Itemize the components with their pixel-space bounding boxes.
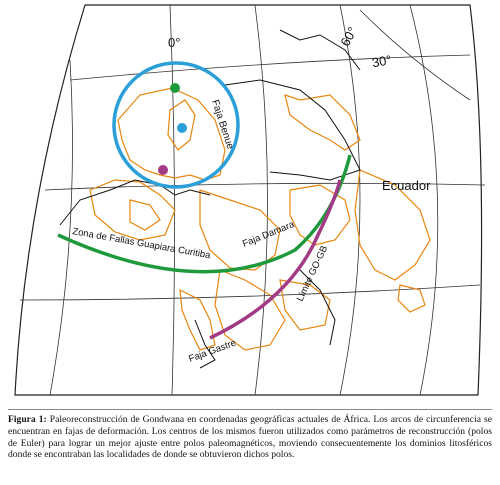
label-guapiara: Zona de Fallas Guapiara Curitiba xyxy=(71,226,211,261)
label-equator: Ecuador xyxy=(382,178,431,193)
figure-caption: Figura 1: Paleoreconstrucción de Gondwan… xyxy=(8,409,492,461)
label-lon-0: 0° xyxy=(168,35,180,50)
caption-text: Paleoreconstrucción de Gondwana en coord… xyxy=(8,414,492,461)
euler-pole-green xyxy=(170,83,180,93)
euler-pole-blue xyxy=(177,123,187,133)
euler-pole-purple xyxy=(158,165,168,175)
label-lat-60: 60° xyxy=(337,24,360,49)
label-lat-30: 30° xyxy=(371,52,393,70)
map-boundary xyxy=(14,4,483,396)
label-gogo: Límite GO-GB xyxy=(295,244,330,303)
label-gastre: Faja Gastre xyxy=(187,338,237,365)
coastlines xyxy=(59,29,361,369)
continent-outlines xyxy=(89,87,431,351)
label-damara: Faja Damara xyxy=(241,219,297,250)
graticule xyxy=(19,4,486,396)
caption-label: Figura 1: xyxy=(8,414,47,425)
benue-circle xyxy=(112,61,240,189)
gogo-gastre-arc xyxy=(209,179,342,340)
